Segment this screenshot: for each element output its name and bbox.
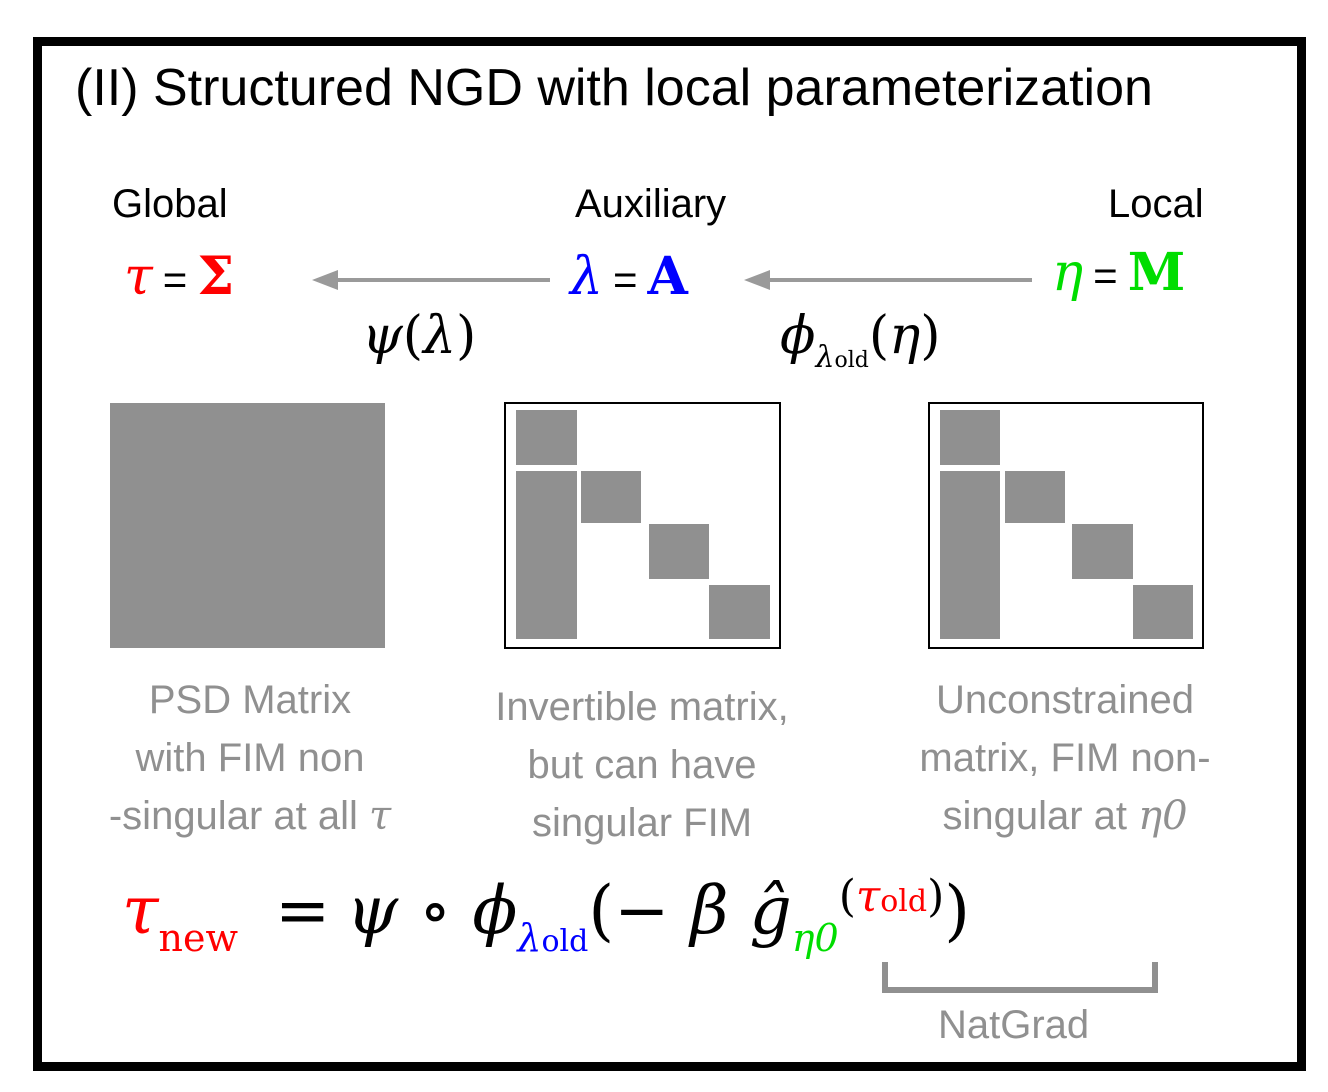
phi-symbol: ϕ bbox=[780, 306, 816, 366]
m-matrix: M bbox=[1127, 242, 1186, 303]
global-heading: Global bbox=[112, 182, 228, 226]
a-matrix: A bbox=[647, 246, 688, 307]
sigma-matrix: Σ bbox=[197, 246, 235, 307]
caption-line: with FIM non bbox=[135, 736, 365, 780]
tau-symbol: τ bbox=[855, 871, 881, 922]
open-paren: ( bbox=[402, 306, 424, 366]
auxiliary-structured-matrix bbox=[504, 402, 781, 649]
tau-symbol: τ bbox=[122, 872, 159, 949]
update-formula: τnew = ψ ∘ ϕλold(− β ĝη0(τold)) bbox=[122, 871, 971, 960]
natural-gradient-symbol: ĝ bbox=[749, 872, 792, 949]
new-subscript: new bbox=[158, 916, 239, 960]
composition: ψ ∘ ϕ bbox=[346, 872, 518, 949]
local-heading: Local bbox=[1108, 182, 1204, 226]
old-subscript: old bbox=[541, 924, 589, 959]
open-paren: ( bbox=[588, 872, 615, 949]
auxiliary-heading: Auxiliary bbox=[575, 182, 727, 226]
phi-subscript: λold bbox=[815, 340, 868, 375]
local-caption: Unconstrained matrix, FIM non- singular … bbox=[880, 671, 1250, 845]
equals-sign: = bbox=[612, 256, 638, 303]
figure-title: (II) Structured NGD with local parameter… bbox=[75, 59, 1153, 117]
local-structured-matrix bbox=[928, 402, 1204, 649]
close-paren: ) bbox=[927, 871, 945, 922]
eta-symbol: η bbox=[1052, 243, 1084, 303]
caption-line: singular FIM bbox=[531, 801, 753, 845]
open-paren: ( bbox=[838, 871, 856, 922]
lambda-subscript: λ bbox=[815, 340, 835, 375]
psi-arrow bbox=[312, 270, 550, 290]
caption-text: -singular at all bbox=[108, 794, 358, 838]
global-parameter: τ = Σ bbox=[124, 246, 234, 307]
dense-psd-matrix bbox=[110, 403, 385, 648]
caption-line: singular at η0 bbox=[880, 787, 1250, 845]
equals-sign: = bbox=[162, 256, 188, 303]
natgrad-label: NatGrad bbox=[938, 1003, 1090, 1047]
caption-line: Invertible matrix, bbox=[495, 685, 789, 729]
old-subscript: old bbox=[880, 884, 928, 919]
eta0-subscript: η0 bbox=[791, 916, 839, 960]
caption-line: -singular at all τ bbox=[70, 787, 430, 845]
open-paren: ( bbox=[868, 306, 890, 366]
lambda-symbol: λ bbox=[570, 247, 603, 307]
local-parameter: η = M bbox=[1052, 242, 1185, 303]
caption-line: matrix, FIM non- bbox=[919, 736, 1211, 780]
gradient-argument: (τold) bbox=[839, 871, 945, 922]
auxiliary-parameter: λ = A bbox=[570, 246, 688, 307]
equals-sign: = bbox=[1093, 252, 1118, 299]
caption-text: singular at bbox=[942, 794, 1127, 838]
close-paren: ) bbox=[456, 306, 477, 366]
natgrad-bracket bbox=[882, 962, 1158, 993]
lambda-subscript: λ bbox=[517, 916, 542, 960]
figure-frame bbox=[33, 37, 1306, 1071]
minus-beta: − β bbox=[614, 872, 729, 949]
psi-symbol: ψ bbox=[362, 306, 403, 366]
phi-arrow bbox=[744, 270, 1032, 290]
phi-mapping-label: ϕλold(η) bbox=[780, 306, 941, 375]
old-subscript: old bbox=[834, 348, 869, 373]
caption-line: Unconstrained bbox=[936, 678, 1194, 722]
auxiliary-caption: Invertible matrix, but can have singular… bbox=[462, 678, 822, 852]
close-paren: ) bbox=[920, 306, 941, 366]
caption-line: but can have bbox=[527, 743, 757, 787]
tau-symbol: τ bbox=[124, 247, 153, 307]
close-paren: ) bbox=[944, 872, 971, 949]
lambda-argument: λ bbox=[423, 306, 457, 366]
equals-sign: = bbox=[275, 872, 331, 949]
tau-symbol: τ bbox=[369, 793, 392, 839]
caption-line: PSD Matrix bbox=[148, 678, 352, 722]
eta-argument: η bbox=[889, 306, 921, 366]
phi-subscript: λold bbox=[517, 916, 588, 960]
psi-mapping-label: ψ(λ) bbox=[362, 306, 476, 366]
global-caption: PSD Matrix with FIM non -singular at all… bbox=[70, 671, 430, 845]
eta0-symbol: η0 bbox=[1138, 793, 1188, 839]
